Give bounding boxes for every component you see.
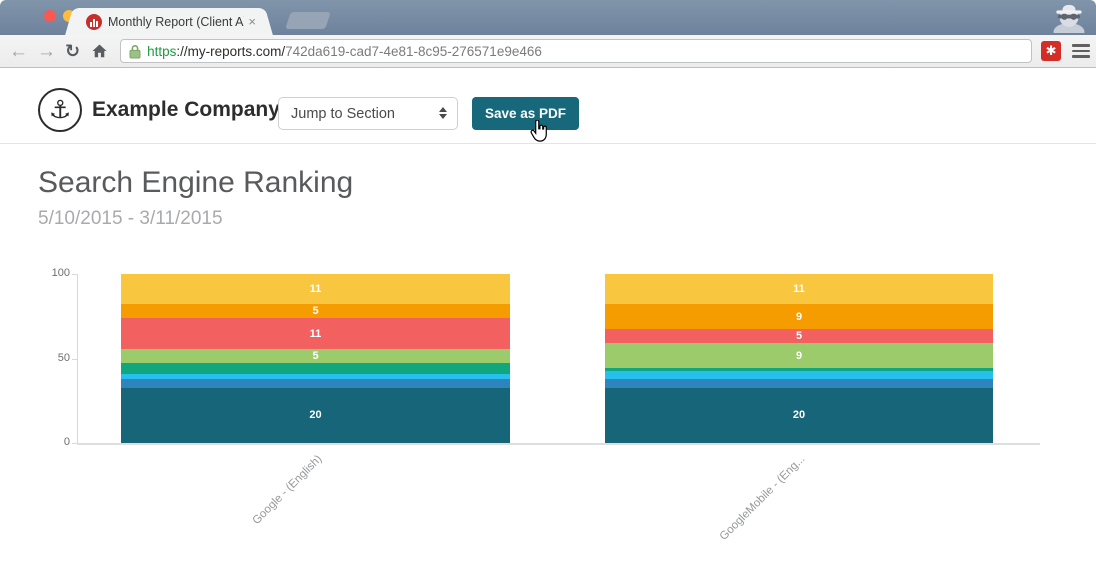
x-axis-category-label: Google - (English) bbox=[249, 453, 324, 528]
home-icon[interactable] bbox=[91, 43, 108, 59]
browser-titlebar: Monthly Report (Client A) × bbox=[0, 0, 1096, 41]
x-axis-category-label: GoogleMobile - (Eng... bbox=[717, 453, 808, 543]
new-tab-button[interactable] bbox=[285, 12, 331, 29]
bar-segment-orange[interactable]: 9 bbox=[605, 304, 993, 330]
menu-icon[interactable] bbox=[1072, 44, 1091, 58]
header-divider bbox=[0, 143, 1096, 144]
bar-segment-yellow[interactable]: 11 bbox=[121, 274, 510, 305]
lastpass-extension-icon[interactable]: ✱ bbox=[1041, 41, 1062, 61]
bar-segment-red[interactable]: 5 bbox=[605, 329, 993, 344]
y-axis-tick bbox=[72, 358, 77, 360]
bar-segment-blue[interactable] bbox=[605, 379, 993, 388]
tab-close-icon[interactable]: × bbox=[248, 14, 256, 29]
x-axis-line bbox=[77, 443, 1040, 445]
bar-segment-cyan[interactable] bbox=[605, 370, 993, 380]
stacked-bar: 11 9 5 9 20 bbox=[605, 274, 993, 443]
y-axis-tick bbox=[72, 274, 77, 275]
y-axis-tick bbox=[72, 443, 77, 444]
y-axis-line bbox=[77, 274, 78, 443]
forward-icon[interactable]: → bbox=[37, 40, 56, 62]
stacked-bar: 11 5 11 5 20 bbox=[121, 274, 510, 443]
url-scheme: https bbox=[147, 43, 177, 59]
back-icon[interactable]: ← bbox=[9, 40, 28, 62]
browser-toolbar: ← → ↻ https://my-reports.com/742da619-ca… bbox=[0, 35, 1096, 68]
url-domain: ://my-reports.com/ bbox=[176, 43, 286, 59]
bar-segment-dark-teal[interactable]: 20 bbox=[605, 387, 993, 443]
bar-segment-emerald[interactable] bbox=[121, 362, 510, 374]
bar-segment-green[interactable]: 5 bbox=[121, 348, 510, 363]
jump-to-section-select[interactable]: Jump to Section bbox=[278, 97, 458, 130]
incognito-spy-icon bbox=[1050, 2, 1088, 41]
bar-segment-cyan[interactable] bbox=[121, 373, 510, 380]
bar-segment-orange[interactable]: 5 bbox=[121, 304, 510, 319]
select-stepper-icon bbox=[439, 107, 447, 119]
bar-segment-dark-teal[interactable]: 20 bbox=[121, 387, 510, 443]
close-window-button[interactable] bbox=[44, 10, 56, 22]
url-text: https://my-reports.com/742da619-cad7-4e8… bbox=[147, 44, 542, 59]
bar-segment-red[interactable]: 11 bbox=[121, 318, 510, 349]
bar-chart-favicon-icon bbox=[86, 13, 102, 30]
date-range: 5/10/2015 - 3/11/2015 bbox=[38, 208, 223, 229]
company-name: Example Company bbox=[92, 98, 280, 121]
tab-title: Monthly Report (Client A) bbox=[108, 14, 245, 29]
company-anchor-logo-icon: ⚓ bbox=[38, 88, 82, 132]
y-axis-tick-label: 100 bbox=[51, 267, 70, 279]
save-as-pdf-button[interactable]: Save as PDF bbox=[472, 97, 580, 130]
bar-segment-green[interactable]: 9 bbox=[605, 343, 993, 369]
y-axis-tick-label: 0 bbox=[63, 436, 70, 448]
report-page: ⚓ Example Company Jump to Section Save a… bbox=[0, 68, 1096, 562]
stacked-bar-chart: 0 50 100 11 5 11 5 20 Google - (English) 11 9 5 9 20 G… bbox=[0, 260, 1096, 560]
bar-segment-emerald[interactable] bbox=[605, 368, 993, 371]
browser-tab[interactable]: Monthly Report (Client A) × bbox=[78, 8, 260, 35]
hand-cursor-icon bbox=[530, 119, 548, 147]
page-title: Search Engine Ranking bbox=[38, 166, 354, 199]
jump-to-section-value: Jump to Section bbox=[291, 105, 395, 122]
https-padlock-icon[interactable] bbox=[129, 44, 141, 59]
reload-icon[interactable]: ↻ bbox=[65, 41, 81, 61]
address-bar[interactable]: https://my-reports.com/742da619-cad7-4e8… bbox=[120, 39, 1033, 63]
bar-segment-blue[interactable] bbox=[121, 379, 510, 388]
bar-segment-yellow[interactable]: 11 bbox=[605, 274, 993, 305]
url-path: 742da619-cad7-4e81-8c95-276571e9e466 bbox=[285, 43, 542, 59]
y-axis-tick-label: 50 bbox=[57, 351, 70, 364]
